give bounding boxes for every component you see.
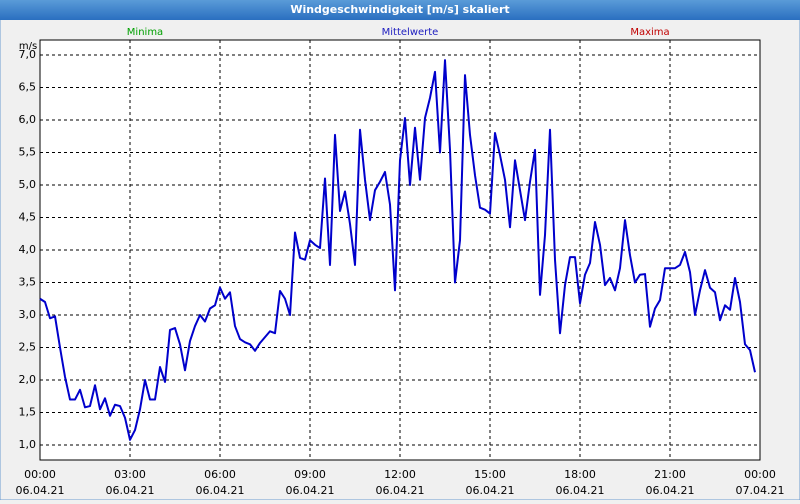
x-tick-date: 07.04.21 [736,484,785,497]
x-tick-label: 00:00 [744,468,776,481]
legend-entry: Minima [127,27,163,38]
x-tick-label: 09:00 [294,468,326,481]
y-tick-label: 5,0 [19,178,37,191]
x-tick-date: 06.04.21 [196,484,245,497]
x-tick-label: 00:00 [24,468,56,481]
x-tick-date: 06.04.21 [286,484,335,497]
x-tick-date: 06.04.21 [16,484,65,497]
x-tick-date: 06.04.21 [376,484,425,497]
x-tick-label: 18:00 [564,468,596,481]
legend-entry: Maxima [630,27,669,38]
y-tick-label: 7,0 [19,48,37,61]
x-tick-date: 06.04.21 [556,484,605,497]
x-tick-date: 06.04.21 [466,484,515,497]
x-tick-label: 21:00 [654,468,686,481]
x-tick-date: 06.04.21 [106,484,155,497]
data-line [39,59,756,441]
title-bar [0,0,800,20]
x-tick-label: 15:00 [474,468,506,481]
y-tick-label: 5,5 [19,145,37,158]
chart-title: Windgeschwindigkeit [m/s] skaliert [290,3,509,16]
x-tick-label: 12:00 [384,468,416,481]
y-tick-label: 2,5 [19,341,37,354]
y-tick-label: 4,0 [19,243,37,256]
x-tick-label: 03:00 [114,468,146,481]
y-tick-label: 6,0 [19,113,37,126]
y-axis-label: m/s [19,41,37,52]
x-tick-label: 06:00 [204,468,236,481]
y-tick-label: 3,5 [19,276,37,289]
y-tick-label: 2,0 [19,373,37,386]
y-tick-label: 1,0 [19,438,37,451]
y-tick-label: 1,5 [19,406,37,419]
y-tick-label: 4,5 [19,210,37,223]
x-tick-date: 06.04.21 [646,484,695,497]
y-tick-label: 3,0 [19,308,37,321]
legend-entry: Mittelwerte [382,27,439,38]
y-tick-label: 6,5 [19,80,37,93]
